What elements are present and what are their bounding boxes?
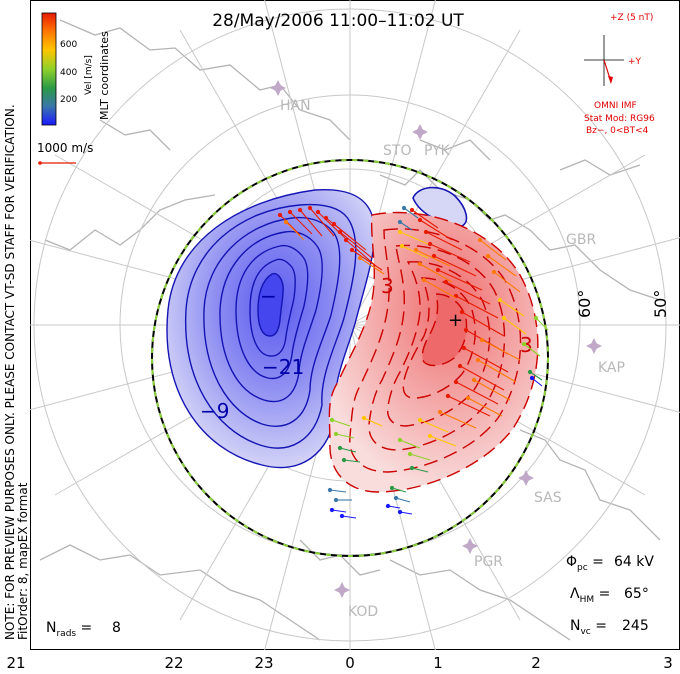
n-rads-label: Nrads = <box>46 620 92 639</box>
svg-text:HAN: HAN <box>280 98 311 114</box>
svg-text:PYK: PYK <box>424 143 451 159</box>
svg-text:KAP: KAP <box>598 360 625 376</box>
radar-sites: HAN STO PYK GBR KAP SAS PGR <box>270 80 625 620</box>
svg-text:400: 400 <box>60 68 77 78</box>
contour-label-pos3b: 3 <box>520 333 533 357</box>
radar-site-sto: STO <box>383 124 428 159</box>
coastlines <box>39 19 661 641</box>
mlt-coordinates-label: MLT coordinates <box>98 31 111 120</box>
imf-dial: +Z (5 nT) +Y OMNI IMF Stat Mod: RG96 Bz−… <box>584 13 655 136</box>
n-rads-value: 8 <box>112 620 121 636</box>
dusk-convection-cell: − −21 −9 <box>166 188 376 469</box>
fit-order: FitOrder: 8, mapEX format <box>16 482 30 640</box>
imf-source: OMNI IMF <box>594 101 637 111</box>
svg-text:SAS: SAS <box>534 490 562 506</box>
mlt-tick-0: 0 <box>345 654 355 672</box>
contour-label-neg9: −9 <box>200 399 229 423</box>
mlt-axis: 21 22 23 0 1 2 3 <box>6 654 672 672</box>
mlt-tick-3: 3 <box>663 654 673 672</box>
mlt-tick-23: 23 <box>254 654 273 672</box>
velocity-vectors <box>277 205 549 519</box>
imf-stat-mod: Stat Mod: RG96 <box>584 114 655 124</box>
latitude-label-50: 50° <box>651 290 670 318</box>
lambda-hm-value: 65° <box>624 586 649 602</box>
contour-label-pos3: 3 <box>381 274 394 298</box>
vector-scale-dot <box>38 161 42 165</box>
dawn-convection-cell: + 3 3 <box>328 211 539 493</box>
preview-note: NOTE: FOR PREVIEW PURPOSES ONLY. PLEASE … <box>3 104 17 640</box>
vector-scale-label: 1000 m/s <box>37 141 93 155</box>
svg-text:KOD: KOD <box>348 604 378 620</box>
latitude-label-60: 60° <box>575 290 594 318</box>
mlt-tick-2: 2 <box>531 654 541 672</box>
svg-text:STO: STO <box>383 143 411 159</box>
phi-pc-label: Φpc = <box>566 554 604 573</box>
radar-site-pyk: PYK <box>424 143 451 159</box>
n-vc-value: 245 <box>622 618 649 634</box>
map-statistics: Φpc = 64 kV ΛHM = 65° Nvc = 245 Nrads = … <box>46 554 654 639</box>
velocity-colorbar: 600 400 200 Vel [m/s] MLT coordinates <box>41 12 111 126</box>
radar-site-kap: KAP <box>586 338 625 376</box>
svg-text:GBR: GBR <box>566 232 596 248</box>
mlt-tick-21: 21 <box>6 654 25 672</box>
cell-min-marker: − <box>260 284 277 308</box>
n-vc-label: Nvc = <box>570 618 607 637</box>
radar-site-pgr: PGR <box>462 538 503 570</box>
imf-y-label: +Y <box>628 57 642 67</box>
hm-boundary-dash <box>151 159 549 557</box>
svg-text:PGR: PGR <box>474 554 503 570</box>
phi-pc-value: 64 kV <box>614 554 654 570</box>
radar-site-kod: KOD <box>334 582 378 620</box>
mlt-tick-1: 1 <box>433 654 443 672</box>
contour-label-neg21: −21 <box>262 355 304 379</box>
radar-site-sas: SAS <box>518 470 562 506</box>
colorbar-label: Vel [m/s] <box>84 55 94 95</box>
cell-max-marker: + <box>448 310 463 331</box>
imf-condition: Bz−, 0<BT<4 <box>586 126 649 136</box>
svg-text:200: 200 <box>60 95 77 105</box>
mlt-tick-22: 22 <box>164 654 183 672</box>
imf-z-label: +Z (5 nT) <box>610 13 653 23</box>
map-title: 28/May/2006 11:00–11:02 UT <box>212 11 464 31</box>
svg-text:600: 600 <box>60 40 77 50</box>
radar-site-han: HAN <box>270 80 311 114</box>
radar-site-gbr: GBR <box>566 232 596 248</box>
